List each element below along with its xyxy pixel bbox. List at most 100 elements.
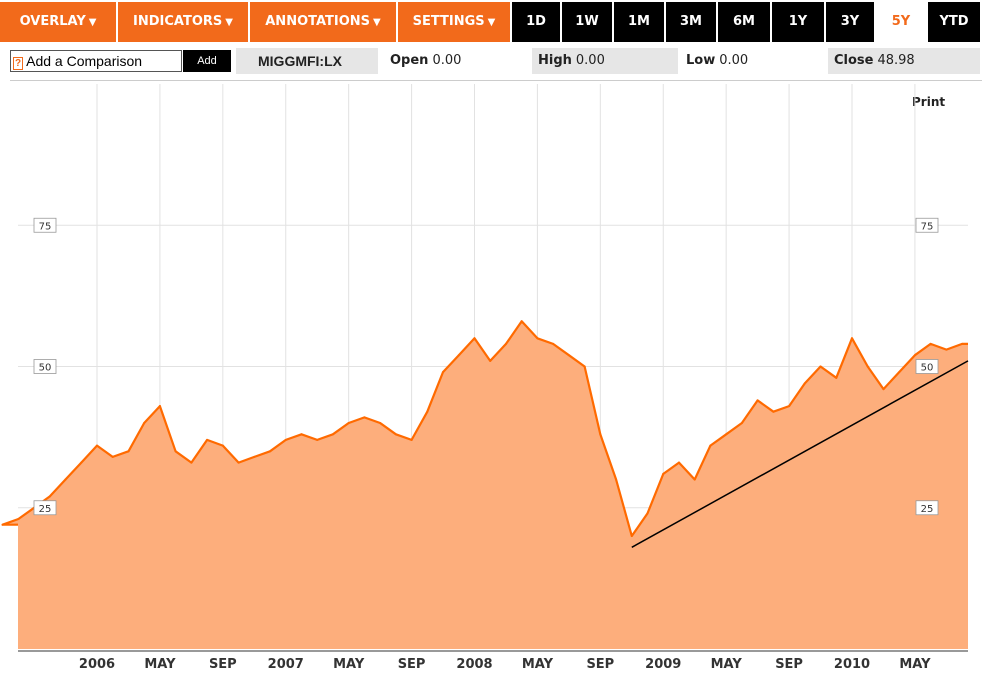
data-point bbox=[379, 422, 382, 424]
comparison-input[interactable]: ? Add a Comparison bbox=[10, 50, 182, 72]
data-point bbox=[363, 416, 366, 419]
y-tick-label-left-box bbox=[33, 500, 57, 516]
series-line bbox=[1, 320, 968, 538]
add-comparison-button[interactable]: Add bbox=[183, 50, 231, 72]
symbol-label: MIGGMFI:LX bbox=[236, 48, 378, 74]
y-tick-label-left: 50 bbox=[39, 363, 52, 374]
overlay-menu-button[interactable]: OVERLAY ▼ bbox=[0, 2, 116, 42]
y-tick-label-left-box bbox=[33, 359, 57, 374]
range-6m-button[interactable]: 6M bbox=[718, 2, 770, 42]
overlay-label: OVERLAY bbox=[19, 14, 86, 29]
y-tick-label-right: 75 bbox=[921, 221, 934, 232]
comparison-label: Add a Comparison bbox=[26, 53, 143, 69]
range-3m-button[interactable]: 3M bbox=[666, 2, 716, 42]
data-point bbox=[882, 388, 885, 391]
data-point bbox=[772, 410, 775, 413]
chevron-down-icon: ▼ bbox=[487, 17, 496, 28]
data-point bbox=[394, 433, 397, 436]
data-point bbox=[347, 422, 350, 424]
data-point bbox=[819, 365, 822, 368]
data-point bbox=[866, 365, 869, 368]
data-point bbox=[740, 422, 743, 424]
data-point bbox=[331, 433, 334, 436]
x-tick-label: 2009 bbox=[645, 657, 681, 672]
data-point bbox=[473, 337, 476, 340]
data-point bbox=[536, 337, 539, 340]
quote-bar: ? Add a Comparison Add MIGGMFI:LX Open 0.0… bbox=[0, 48, 992, 74]
settings-label: SETTINGS bbox=[412, 14, 485, 29]
indicators-label: INDICATORS bbox=[133, 14, 223, 29]
y-tick-label-right: 50 bbox=[921, 363, 934, 374]
range-1y-button[interactable]: 1Y bbox=[772, 2, 824, 42]
low-stat: Low 0.00 bbox=[680, 48, 826, 74]
data-point bbox=[426, 410, 429, 413]
x-tick-label: MAY bbox=[522, 657, 554, 672]
data-point bbox=[17, 518, 20, 521]
close-value: 48.98 bbox=[877, 53, 915, 68]
data-point bbox=[316, 438, 319, 441]
data-point bbox=[693, 478, 696, 481]
data-point bbox=[709, 444, 712, 447]
data-point bbox=[913, 354, 916, 357]
y-tick-label-right: 25 bbox=[921, 504, 934, 515]
range-1d-button[interactable]: 1D bbox=[512, 2, 560, 42]
data-point bbox=[174, 450, 177, 453]
series-area bbox=[2, 321, 969, 649]
y-tick-label-right-box bbox=[915, 500, 939, 516]
data-point bbox=[269, 450, 272, 453]
data-point bbox=[410, 438, 413, 441]
x-tick-label: SEP bbox=[398, 657, 426, 672]
data-point bbox=[662, 472, 665, 475]
x-tick-label: SEP bbox=[209, 657, 237, 672]
low-label: Low bbox=[686, 53, 716, 68]
data-point bbox=[504, 342, 507, 345]
data-point bbox=[253, 455, 256, 458]
data-point bbox=[111, 455, 114, 458]
x-tick-label: MAY bbox=[899, 657, 931, 672]
y-tick-label-right-box bbox=[915, 217, 939, 233]
data-point bbox=[756, 399, 759, 402]
data-point bbox=[520, 320, 523, 323]
help-icon[interactable]: ? bbox=[13, 57, 24, 70]
data-point bbox=[898, 371, 901, 374]
y-tick-label-right-box bbox=[915, 359, 939, 374]
x-tick-label: 2006 bbox=[79, 657, 115, 672]
print-link[interactable]: Print bbox=[912, 95, 946, 109]
data-point bbox=[725, 433, 728, 436]
x-tick-label: 2008 bbox=[456, 657, 492, 672]
data-point bbox=[442, 371, 445, 374]
open-label: Open bbox=[390, 53, 429, 68]
x-tick-label: MAY bbox=[333, 657, 365, 672]
data-point bbox=[552, 342, 555, 345]
range-1w-button[interactable]: 1W bbox=[562, 2, 612, 42]
annotations-label: ANNOTATIONS bbox=[265, 14, 371, 29]
close-stat: Close 48.98 bbox=[828, 48, 980, 74]
x-tick-label: MAY bbox=[711, 657, 743, 672]
high-stat: High 0.00 bbox=[532, 48, 678, 74]
y-tick-label-left-box bbox=[33, 217, 57, 233]
indicators-menu-button[interactable]: INDICATORS ▼ bbox=[118, 2, 248, 42]
data-point bbox=[237, 461, 240, 464]
data-point bbox=[1, 523, 4, 526]
x-tick-label: MAY bbox=[144, 657, 176, 672]
range-3y-button[interactable]: 3Y bbox=[826, 2, 874, 42]
annotations-menu-button[interactable]: ANNOTATIONS ▼ bbox=[250, 2, 396, 42]
chevron-down-icon: ▼ bbox=[373, 17, 381, 28]
data-point bbox=[158, 405, 161, 408]
data-point bbox=[284, 438, 287, 441]
range-5y-button[interactable]: 5Y bbox=[876, 2, 926, 42]
data-point bbox=[583, 365, 586, 368]
chevron-down-icon: ▼ bbox=[225, 17, 233, 28]
data-point bbox=[630, 535, 633, 537]
data-point bbox=[835, 376, 838, 379]
range-ytd-button[interactable]: YTD bbox=[928, 2, 980, 42]
high-label: High bbox=[538, 53, 572, 68]
range-1m-button[interactable]: 1M bbox=[614, 2, 664, 42]
data-point bbox=[221, 444, 224, 447]
settings-menu-button[interactable]: SETTINGS ▼ bbox=[398, 2, 510, 42]
open-value: 0.00 bbox=[432, 53, 462, 68]
data-point bbox=[929, 342, 932, 345]
data-point bbox=[615, 478, 618, 481]
data-point bbox=[945, 348, 948, 351]
